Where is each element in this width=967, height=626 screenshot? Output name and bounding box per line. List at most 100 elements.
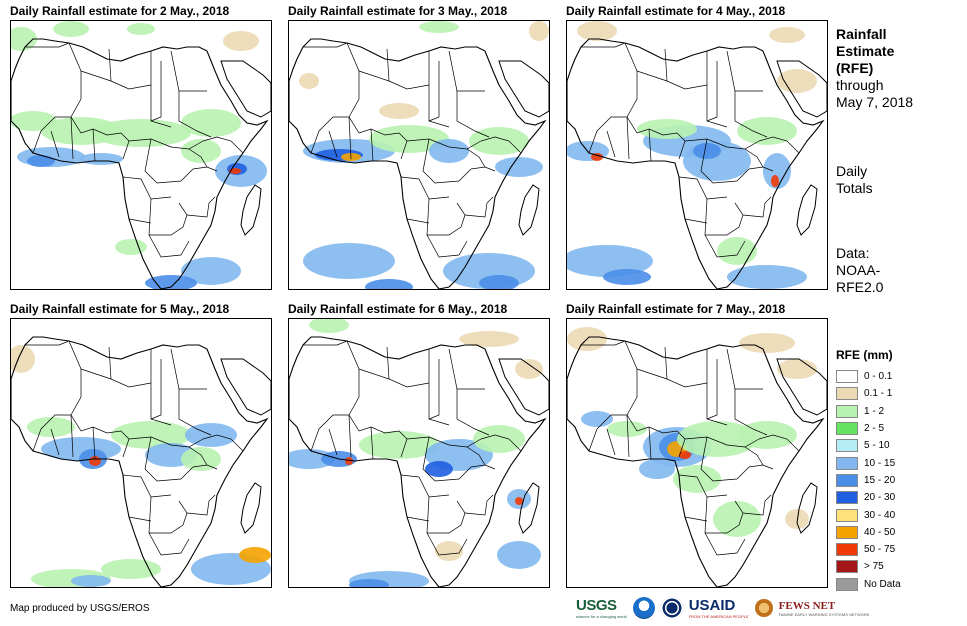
country-border [25, 340, 70, 346]
country-border [50, 428, 60, 456]
madagascar-outline [796, 482, 818, 534]
side-title-line: Rainfall [836, 26, 887, 42]
country-border [178, 389, 212, 436]
usaid-seal-icon [660, 597, 683, 619]
madagascar-outline [240, 482, 262, 534]
panel-title: Daily Rainfall estimate for 3 May., 2018 [288, 4, 508, 18]
country-border [700, 436, 750, 482]
legend-item: No Data [836, 576, 956, 593]
legend-label: 20 - 30 [864, 492, 896, 504]
country-border [310, 414, 408, 458]
rainfall-area [777, 69, 817, 93]
rainfall-area [71, 575, 111, 587]
country-border [202, 434, 244, 452]
country-border [588, 116, 686, 160]
rainfall-area [469, 127, 529, 155]
usaid-logo-text: USAID [688, 597, 736, 614]
map-panel-may-6: Daily Rainfall estimate for 6 May., 2018 [288, 302, 550, 592]
country-border [348, 414, 352, 458]
rainfall-area [673, 465, 721, 493]
usgs-logo-text: USGS [576, 597, 617, 614]
rainfall-area [181, 139, 221, 163]
country-border [678, 176, 728, 200]
legend-swatch [836, 456, 858, 470]
africa-rainfall-map [567, 327, 827, 587]
country-border [178, 91, 212, 138]
panel-title: Daily Rainfall estimate for 6 May., 2018 [288, 302, 508, 316]
usaid-logo: USAID FROM THE AMERICAN PEOPLE [689, 597, 749, 619]
country-border [68, 42, 82, 118]
side-title-line: Estimate [836, 43, 895, 59]
rainfall-map [566, 20, 828, 290]
country-border [122, 176, 172, 200]
country-border [144, 436, 194, 482]
country-border [108, 346, 112, 380]
country-border [428, 61, 440, 122]
rainfall-area [763, 153, 791, 189]
country-border [428, 359, 440, 420]
rainfall-area [581, 411, 613, 427]
data-label: Data: [836, 245, 870, 261]
rainfall-area [429, 139, 469, 163]
legend-item: 5 - 10 [836, 437, 956, 454]
africa-coastline [567, 38, 825, 289]
legend-swatch [836, 422, 858, 436]
country-border [128, 218, 152, 224]
arabia-outline [498, 60, 549, 118]
country-border [664, 346, 668, 380]
legend-swatch [836, 543, 858, 557]
country-border [704, 198, 744, 236]
country-border [386, 346, 390, 380]
country-border [726, 50, 763, 92]
country-border [406, 138, 482, 150]
legend-item: 1 - 2 [836, 403, 956, 420]
fews-globe-icon [754, 599, 773, 617]
country-border [386, 48, 390, 82]
country-border [170, 348, 207, 390]
country-border [406, 218, 430, 224]
legend-item: 20 - 30 [836, 489, 956, 506]
country-border [128, 436, 204, 448]
rainfall-area [679, 451, 691, 459]
country-border [466, 446, 486, 466]
rainfall-area [309, 319, 349, 333]
country-border [758, 136, 800, 154]
rainfall-area [27, 417, 75, 437]
totals-label: Totals [836, 180, 873, 196]
legend-label: 30 - 40 [864, 509, 896, 521]
country-border [358, 368, 430, 388]
fews-net-tagline: FAMINE EARLY WARNING SYSTEMS NETWORK [778, 611, 870, 617]
rainfall-area [127, 23, 155, 35]
africa-rainfall-map [11, 336, 271, 587]
legend-swatch [836, 525, 858, 539]
country-border [186, 196, 216, 218]
usgs-tagline: science for a changing world [576, 614, 627, 619]
rainfall-area [479, 275, 519, 289]
rainfall-area [181, 257, 241, 285]
legend-label: > 75 [864, 561, 884, 573]
africa-coastline [11, 38, 269, 289]
panel-title: Daily Rainfall estimate for 4 May., 2018 [566, 4, 786, 18]
country-border [148, 532, 190, 556]
legend-swatch [836, 387, 858, 401]
legend-item: 0 - 0.1 [836, 368, 956, 385]
country-border [80, 368, 152, 388]
legend-item: > 75 [836, 558, 956, 575]
country-border [426, 496, 466, 534]
madagascar-outline [796, 184, 818, 236]
country-border [742, 494, 772, 516]
rainfall-area [637, 119, 697, 139]
country-border [744, 148, 764, 168]
rainfall-area [639, 459, 675, 479]
country-border [108, 48, 112, 82]
arabia-outline [220, 60, 271, 118]
country-border [80, 70, 152, 90]
legend-label: 2 - 5 [864, 423, 885, 435]
madagascar-outline [518, 184, 540, 236]
country-border [678, 474, 728, 498]
country-border [648, 426, 652, 460]
rainfall-area [497, 541, 541, 569]
country-border [581, 340, 626, 346]
legend-swatch [836, 508, 858, 522]
country-border [742, 196, 772, 218]
